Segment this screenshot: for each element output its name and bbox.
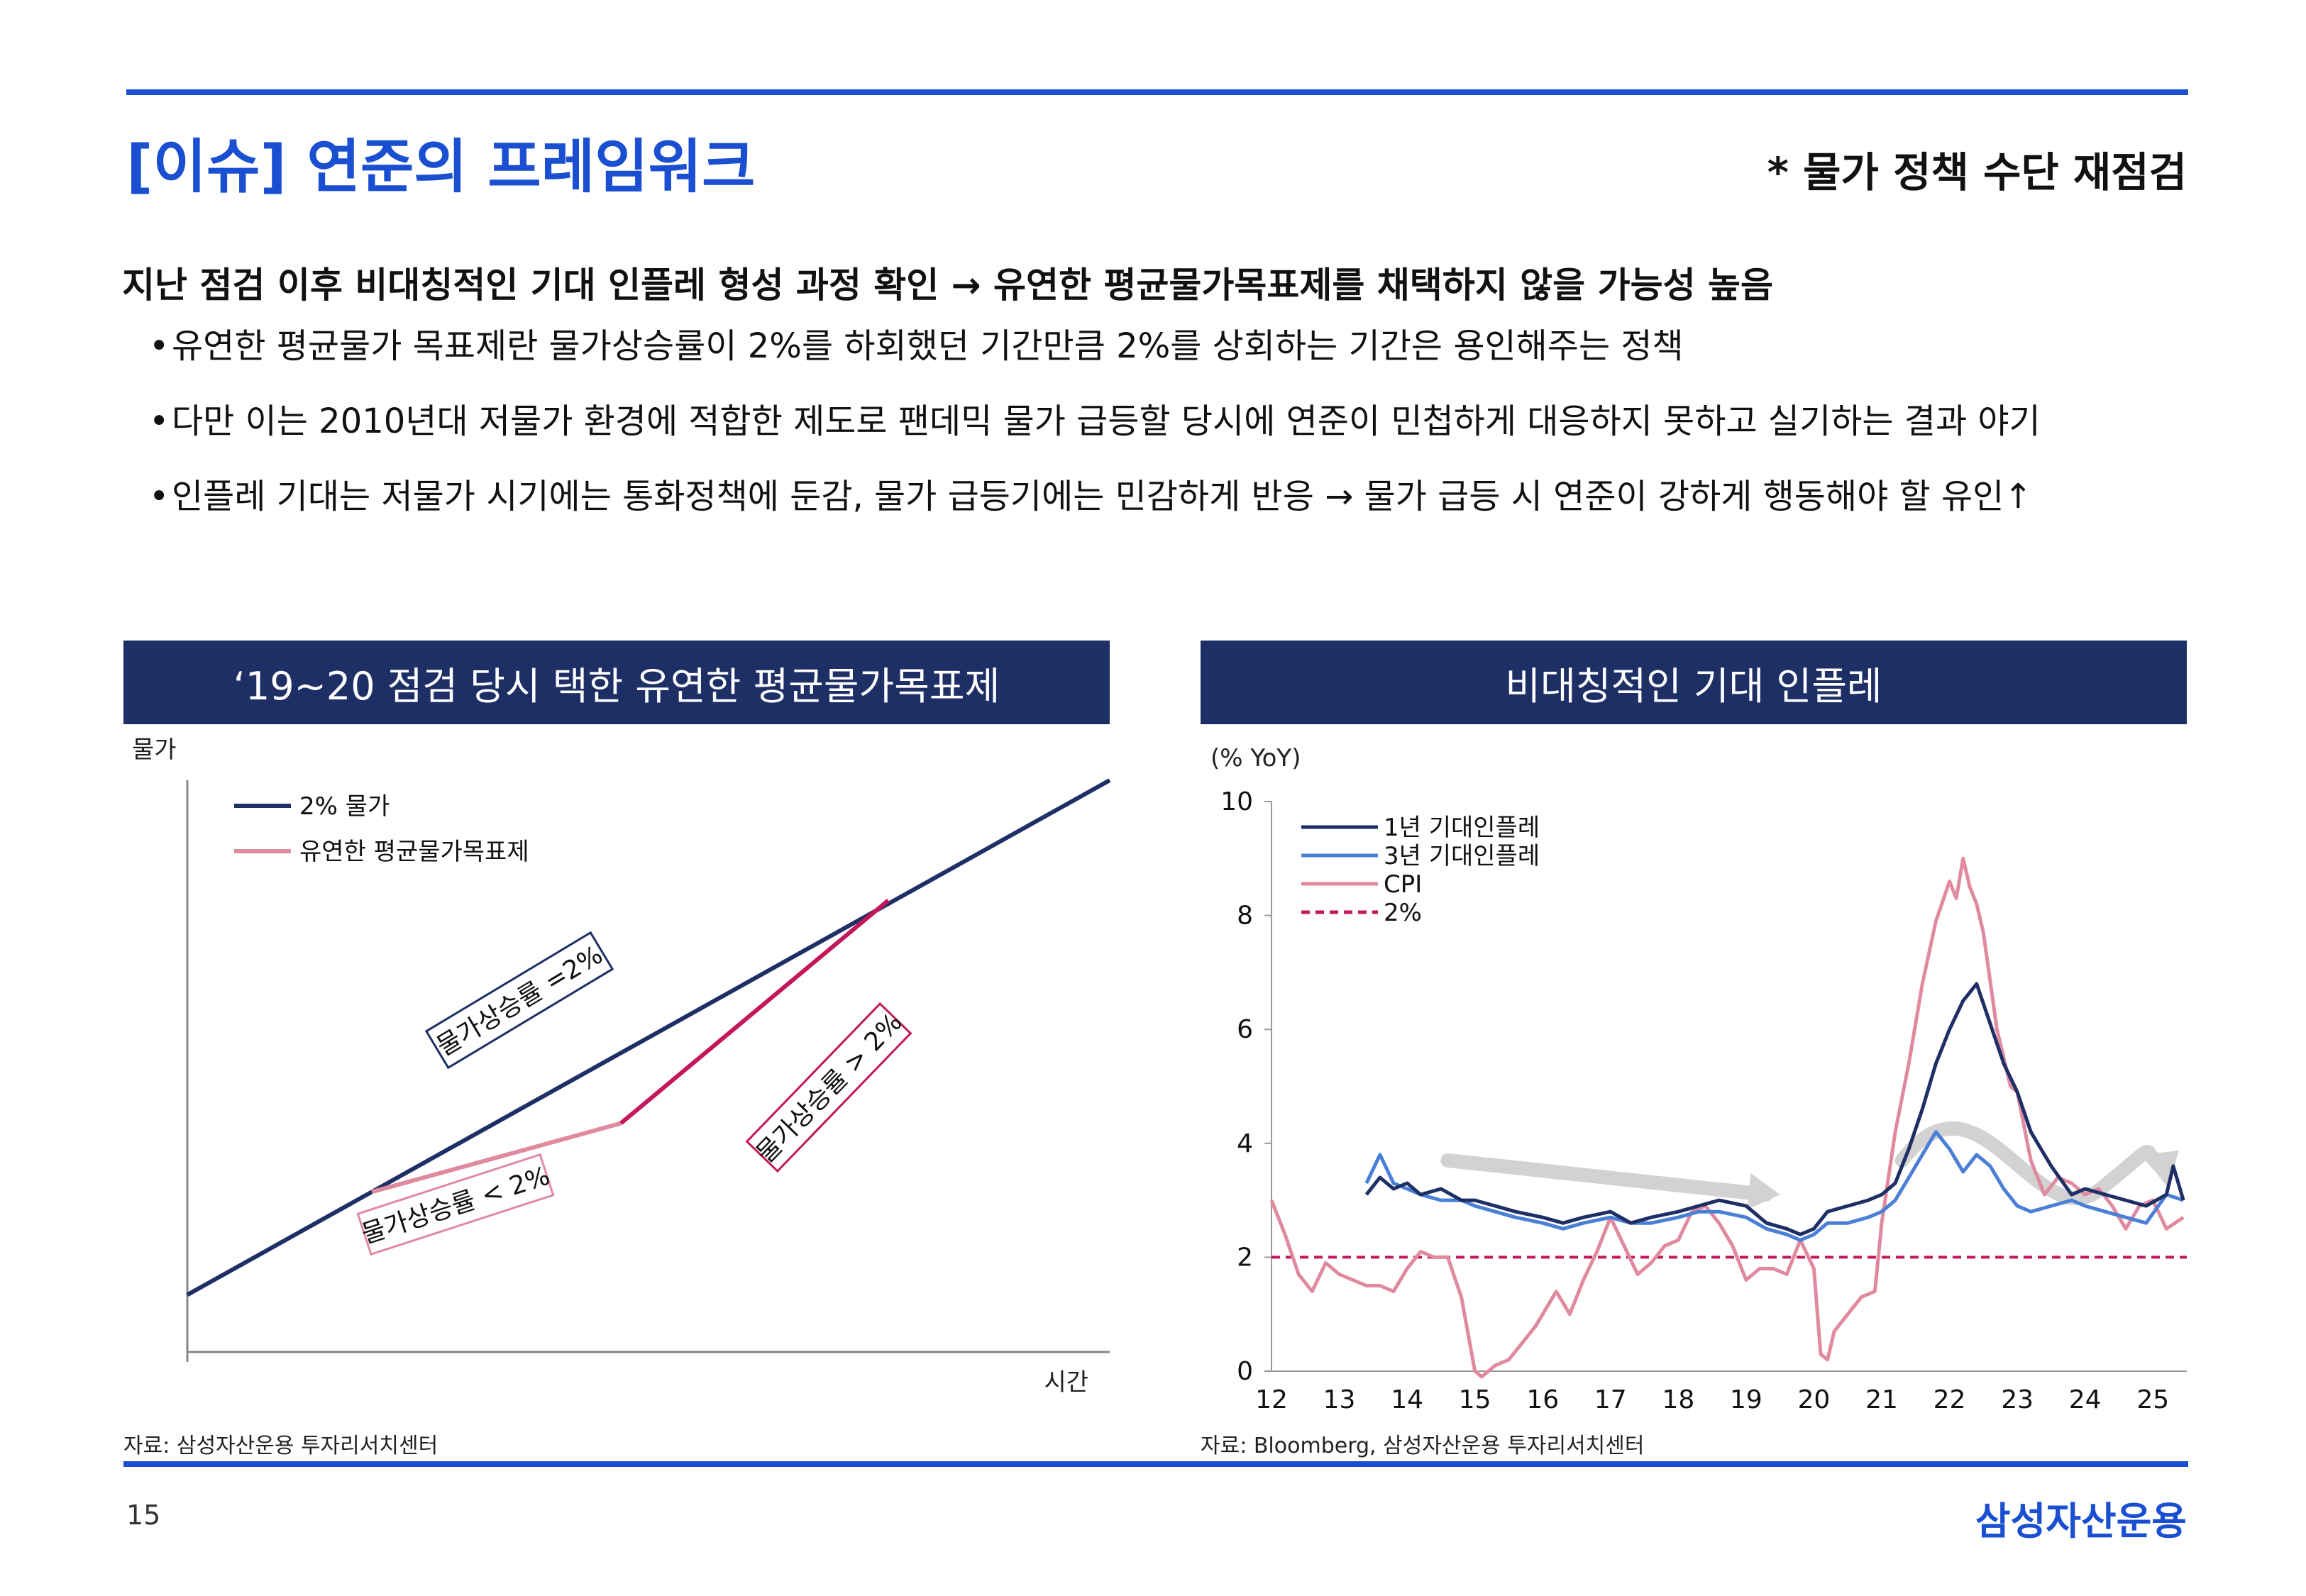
y-tick-label: 0 xyxy=(1237,1357,1253,1386)
trend-arrow-shaft xyxy=(1440,1153,1773,1202)
x-tick-label: 15 xyxy=(1459,1385,1491,1414)
x-tick-label: 24 xyxy=(2069,1385,2102,1414)
page-title: [이슈] 연준의 프레임워크 xyxy=(126,133,756,201)
y-tick-label: 10 xyxy=(1220,787,1253,816)
bullet-dot: • xyxy=(149,477,170,516)
legend-label: 2% xyxy=(1384,899,1422,927)
annotation-gt-2pct: 물가상승률 > 2% xyxy=(745,1002,912,1173)
series-line-3y-expectation xyxy=(1364,1130,2184,1242)
bullet-dot: • xyxy=(149,401,170,441)
series-line-cpi xyxy=(1269,856,2185,1379)
legend-label-2pct: 2% 물가 xyxy=(299,792,390,821)
x-ticks: 12 13 14 15 16 17 18 19 20 21 22 23 24 25 xyxy=(1255,1385,2169,1414)
x-tick-label: 21 xyxy=(1865,1385,1898,1414)
x-axis-label: 시간 xyxy=(1044,1368,1088,1397)
x-tick-label: 17 xyxy=(1594,1385,1627,1414)
bullet-item: •유연한 평균물가 목표제란 물가상승률이 2%를 하회했던 기간만큼 2%를 … xyxy=(149,326,1684,366)
x-tick-label: 12 xyxy=(1255,1385,1288,1414)
y-tick-label: 4 xyxy=(1237,1129,1253,1158)
series-line-fait-below xyxy=(371,1121,622,1195)
legend-label: 1년 기대인플레 xyxy=(1384,814,1540,842)
brand-logo: 삼성자산운용 xyxy=(1975,1499,2187,1544)
left-panel-title: ‘19~20 점검 당시 택한 유연한 평균물가목표제 xyxy=(123,641,1110,724)
y-axis-label: 물가 xyxy=(132,738,177,764)
y-tick-label: 6 xyxy=(1237,1015,1253,1044)
series-group xyxy=(1269,856,2187,1379)
bullet-list: •유연한 평균물가 목표제란 물가상승률이 2%를 하회했던 기간만큼 2%를 … xyxy=(149,326,2041,552)
page-subtitle: * 물가 정책 수단 재점검 xyxy=(1767,148,2187,196)
x-tick-label: 19 xyxy=(1730,1385,1762,1414)
right-panel-title: 비대칭적인 기대 인플레 xyxy=(1201,641,2187,724)
lead-statement: 지난 점검 이후 비대칭적인 기대 인플레 형성 과정 확인 → 유연한 평균물… xyxy=(122,265,1774,306)
x-tick-label: 14 xyxy=(1391,1385,1423,1414)
y-tick-label: 2 xyxy=(1237,1243,1253,1272)
trend-arrows xyxy=(1440,1121,2179,1210)
fait-concept-chart: 물가 시간 2% 물가 유연한 평균물가목표제 물가상승률 =2% 물가상승률 … xyxy=(132,738,1111,1397)
x-tick-label: 18 xyxy=(1662,1385,1694,1414)
page-number: 15 xyxy=(126,1500,161,1531)
svg-text:물가상승률 > 2%: 물가상승률 > 2% xyxy=(751,1008,908,1169)
x-tick-label: 25 xyxy=(2136,1385,2169,1414)
bottom-divider xyxy=(123,1461,2188,1467)
bullet-item: •다만 이는 2010년대 저물가 환경에 적합한 제도로 팬데믹 물가 급등할… xyxy=(149,401,2041,441)
x-tick-label: 16 xyxy=(1526,1385,1559,1414)
x-tick-label: 23 xyxy=(2001,1385,2034,1414)
y-axis-label: (% YoY) xyxy=(1210,744,1301,772)
bullet-item: •인플레 기대는 저물가 시기에는 통화정책에 둔감, 물가 급등기에는 민감하… xyxy=(149,477,2033,516)
series-line-1y-expectation xyxy=(1364,982,2185,1236)
annotation-eq-2pct: 물가상승률 =2% xyxy=(424,931,614,1070)
y-tick-label: 8 xyxy=(1237,902,1253,931)
top-divider xyxy=(126,89,2188,95)
trend-arrow-head xyxy=(1747,1173,1780,1210)
x-tick-label: 22 xyxy=(1933,1385,1966,1414)
x-tick-label: 20 xyxy=(1798,1385,1831,1414)
legend-label: 3년 기대인플레 xyxy=(1384,842,1540,870)
legend-label-fait: 유연한 평균물가목표제 xyxy=(299,838,529,866)
bullet-dot: • xyxy=(149,326,170,366)
svg-text:물가상승률 =2%: 물가상승률 =2% xyxy=(432,941,608,1062)
legend-label: CPI xyxy=(1384,870,1422,899)
x-tick-label: 13 xyxy=(1323,1385,1356,1414)
series-line-2pct xyxy=(186,778,1111,1297)
trend-arrow-curve xyxy=(1894,1121,2169,1206)
right-source-note: 자료: Bloomberg, 삼성자산운용 투자리서치센터 xyxy=(1201,1434,1645,1458)
y-ticks: 0 2 4 6 8 10 xyxy=(1220,787,2187,1386)
series-line-fait-above xyxy=(619,898,890,1125)
left-source-note: 자료: 삼성자산운용 투자리서치센터 xyxy=(123,1434,438,1458)
series-group xyxy=(186,778,1111,1297)
